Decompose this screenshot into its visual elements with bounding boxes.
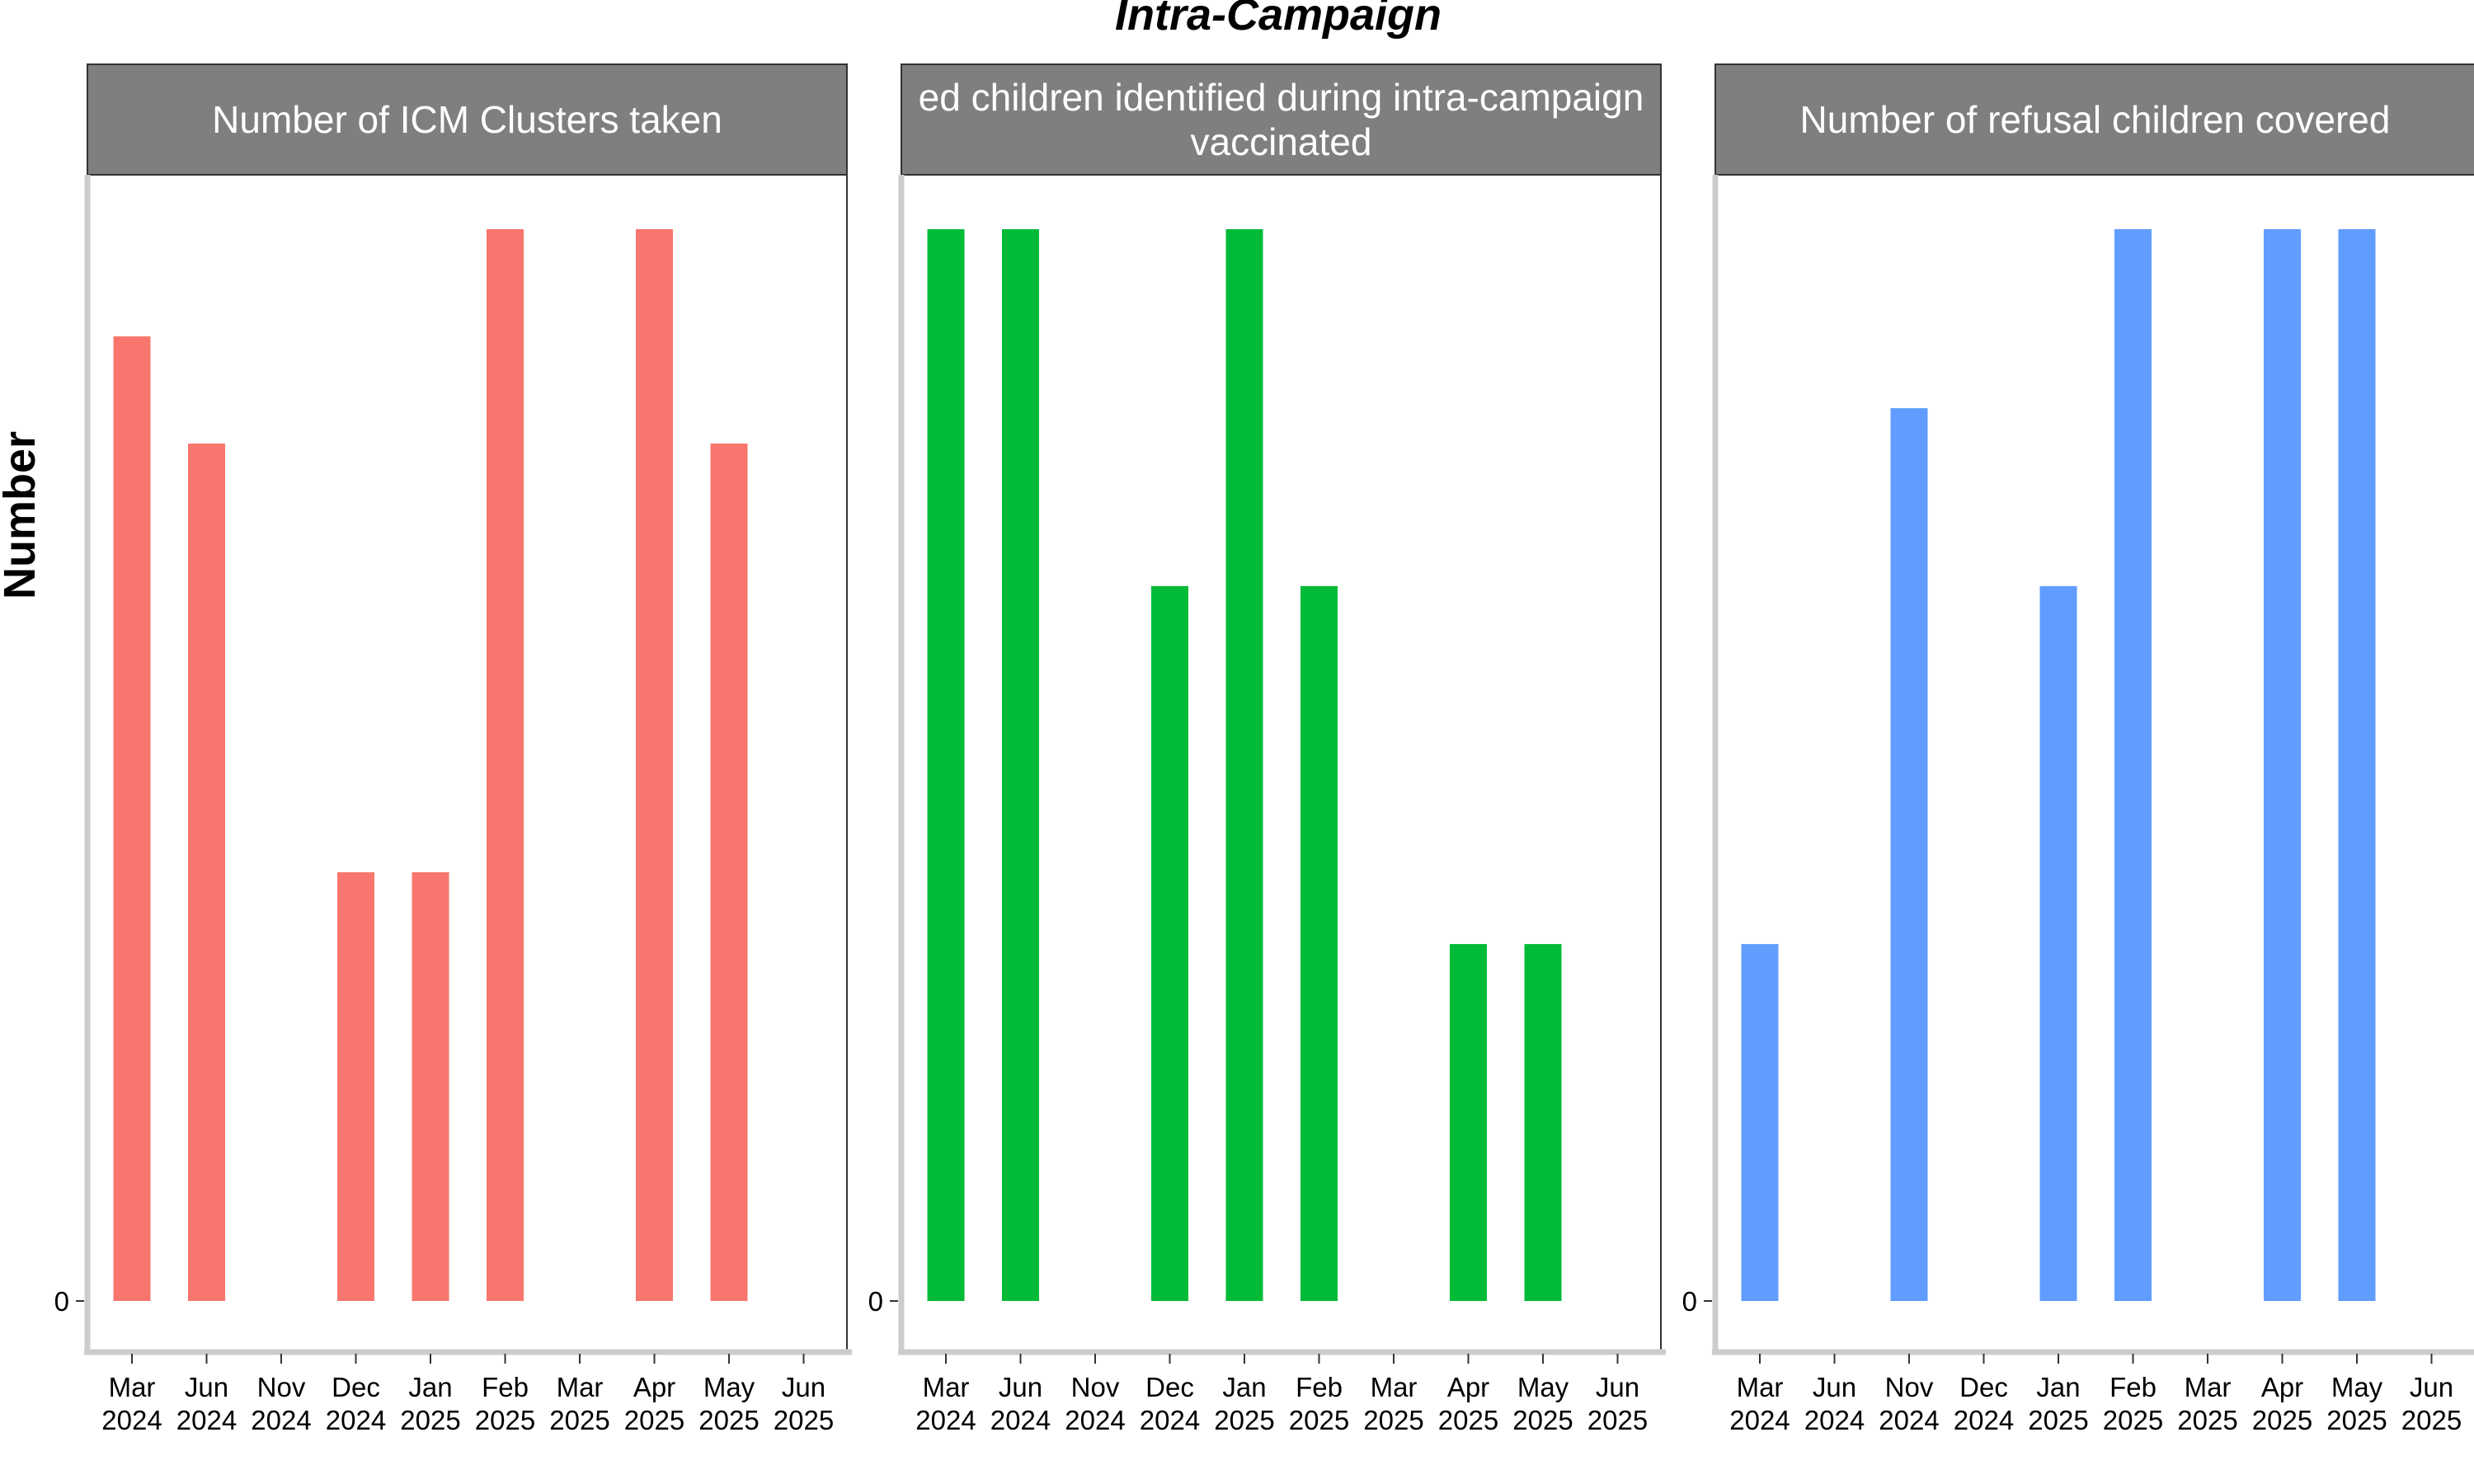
x-tick-label-year: 2024 (326, 1405, 386, 1435)
x-tick-label-month: Apr (2261, 1372, 2303, 1402)
x-tick-label-month: Mar (109, 1372, 156, 1402)
x-tick-label-month: Dec (332, 1372, 380, 1402)
panel-1: Number of ICM Clusters taken0Mar2024Jun2… (54, 63, 852, 1435)
x-tick-label-month: May (703, 1372, 755, 1402)
bar-may-2025 (710, 444, 748, 1301)
x-tick-label-year: 2024 (1804, 1405, 1865, 1435)
x-tick-label-month: Nov (1071, 1372, 1120, 1402)
x-tick-label-month: Nov (257, 1372, 306, 1402)
x-tick-label-year: 2024 (990, 1405, 1051, 1435)
x-tick-label-year: 2025 (624, 1405, 684, 1435)
x-tick-label-month: Mar (1737, 1372, 1784, 1402)
x-tick-label-year: 2025 (1363, 1405, 1423, 1435)
x-tick-label-month: Mar (2185, 1372, 2232, 1402)
facet-strip-label: vaccinated (1191, 120, 1372, 163)
facet-strip-label: Number of refusal children covered (1800, 98, 2391, 141)
x-tick-label-month: Jun (1596, 1372, 1639, 1402)
x-tick-label-year: 2025 (1214, 1405, 1274, 1435)
x-tick-label-month: Mar (923, 1372, 970, 1402)
x-tick-label-year: 2025 (549, 1405, 609, 1435)
x-tick-label-year: 2025 (2177, 1405, 2237, 1435)
bar-jan-2025 (2039, 585, 2077, 1301)
chart-title: Intra-Campaign (1115, 0, 1442, 40)
x-tick-label-month: Dec (1145, 1372, 1194, 1402)
x-tick-label-month: May (2331, 1372, 2383, 1402)
panel-2: ed children identified during intra-camp… (868, 63, 1666, 1435)
bar-nov-2024 (1890, 408, 1928, 1302)
x-tick-label-month: Jun (999, 1372, 1042, 1402)
facet-strip (87, 63, 848, 176)
x-tick-label-year: 2024 (176, 1405, 237, 1435)
x-tick-label-year: 2025 (1512, 1405, 1573, 1435)
x-tick-label-year: 2024 (1954, 1405, 2014, 1435)
y-axis-label: Number (0, 431, 45, 599)
bar-dec-2024 (337, 872, 374, 1301)
x-tick-label-year: 2025 (1289, 1405, 1349, 1435)
facet-strip-label: Number of ICM Clusters taken (212, 98, 722, 141)
x-tick-label-year: 2024 (1140, 1405, 1200, 1435)
bar-may-2025 (2338, 229, 2376, 1301)
bar-jun-2024 (1002, 229, 1039, 1301)
x-tick-label-month: Dec (1959, 1372, 2008, 1402)
x-tick-label-month: Mar (557, 1372, 604, 1402)
facet-strip-label: ed children identified during intra-camp… (919, 76, 1644, 119)
x-tick-label-month: Jan (2036, 1372, 2080, 1402)
x-tick-label-month: Apr (1447, 1372, 1489, 1402)
y-tick-label: 0 (1682, 1286, 1697, 1317)
bar-jan-2025 (412, 872, 449, 1301)
y-tick-label: 0 (868, 1286, 883, 1317)
panel-3: Number of refusal children covered0Mar20… (1682, 63, 2474, 1435)
x-tick-label-year: 2025 (1587, 1405, 1648, 1435)
x-tick-label-year: 2024 (1729, 1405, 1790, 1435)
x-tick-label-year: 2025 (475, 1405, 535, 1435)
x-tick-label-month: Jan (1222, 1372, 1266, 1402)
facet-panels: Number of ICM Clusters taken0Mar2024Jun2… (54, 63, 2474, 1435)
x-tick-label-month: Feb (2109, 1372, 2157, 1402)
x-tick-label-year: 2025 (774, 1405, 834, 1435)
bar-feb-2025 (1300, 585, 1338, 1301)
bar-feb-2025 (487, 229, 524, 1301)
x-tick-label-month: Jan (408, 1372, 452, 1402)
x-tick-label-year: 2025 (698, 1405, 759, 1435)
x-tick-label-month: Feb (1296, 1372, 1343, 1402)
bar-dec-2024 (1151, 585, 1188, 1301)
bar-jan-2025 (1225, 229, 1263, 1301)
bar-jun-2024 (188, 444, 225, 1301)
x-tick-label-year: 2024 (1879, 1405, 1939, 1435)
facet-strip (1714, 63, 2474, 176)
x-tick-label-year: 2025 (1438, 1405, 1498, 1435)
x-tick-label-year: 2025 (2401, 1405, 2462, 1435)
x-tick-label-month: Jun (1813, 1372, 1856, 1402)
x-tick-label-month: Apr (633, 1372, 675, 1402)
bar-apr-2025 (636, 229, 673, 1301)
x-tick-label-month: Nov (1885, 1372, 1934, 1402)
x-tick-label-month: Jun (2410, 1372, 2453, 1402)
x-tick-label-year: 2024 (101, 1405, 162, 1435)
x-tick-label-year: 2024 (251, 1405, 311, 1435)
bar-mar-2024 (1741, 944, 1779, 1301)
bar-apr-2025 (2264, 229, 2301, 1301)
x-tick-label-month: Jun (782, 1372, 825, 1402)
y-tick-label: 0 (54, 1286, 69, 1317)
x-tick-label-year: 2025 (2326, 1405, 2387, 1435)
x-tick-label-month: May (1517, 1372, 1569, 1402)
x-tick-label-month: Mar (1371, 1372, 1418, 1402)
x-tick-label-year: 2025 (2103, 1405, 2163, 1435)
x-tick-label-year: 2024 (1065, 1405, 1125, 1435)
bar-feb-2025 (2114, 229, 2152, 1301)
x-tick-label-year: 2025 (2252, 1405, 2312, 1435)
x-tick-label-year: 2025 (2028, 1405, 2088, 1435)
facet-strip (901, 63, 1662, 176)
bar-mar-2024 (113, 336, 151, 1301)
x-tick-label-month: Feb (482, 1372, 529, 1402)
bar-apr-2025 (1450, 944, 1487, 1301)
bar-mar-2024 (927, 229, 965, 1301)
bar-may-2025 (1524, 944, 1562, 1301)
x-tick-label-year: 2024 (915, 1405, 976, 1435)
x-tick-label-month: Jun (185, 1372, 228, 1402)
x-tick-label-year: 2025 (400, 1405, 460, 1435)
